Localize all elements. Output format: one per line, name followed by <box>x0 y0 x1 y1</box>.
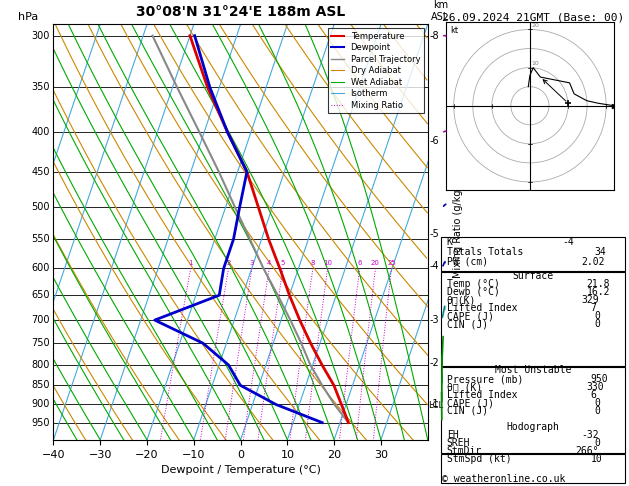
Text: 30°08'N 31°24'E 188m ASL: 30°08'N 31°24'E 188m ASL <box>136 5 345 19</box>
Text: © weatheronline.co.uk: © weatheronline.co.uk <box>442 473 565 484</box>
Bar <box>441 367 625 453</box>
Text: 10: 10 <box>532 61 540 66</box>
Text: 400: 400 <box>31 127 50 137</box>
Text: SREH: SREH <box>447 437 470 448</box>
Text: Dewp (°C): Dewp (°C) <box>447 287 499 297</box>
Text: 3: 3 <box>250 260 254 266</box>
Text: 0: 0 <box>594 319 600 329</box>
Text: 2: 2 <box>226 260 231 266</box>
Text: Pressure (mb): Pressure (mb) <box>447 374 523 384</box>
Text: -1: -1 <box>430 399 439 410</box>
Text: 16.2: 16.2 <box>587 287 610 297</box>
Text: 1: 1 <box>189 260 193 266</box>
Text: 0: 0 <box>594 398 600 408</box>
Bar <box>441 237 625 271</box>
Text: 5: 5 <box>281 260 285 266</box>
Text: 330: 330 <box>587 382 604 392</box>
Text: 450: 450 <box>31 167 50 177</box>
Text: 550: 550 <box>31 234 50 244</box>
Text: θᴄ(K): θᴄ(K) <box>447 295 476 305</box>
Text: -2: -2 <box>430 358 439 368</box>
Text: CAPE (J): CAPE (J) <box>447 311 494 321</box>
Text: 4: 4 <box>267 260 271 266</box>
Text: Totals Totals: Totals Totals <box>447 247 523 257</box>
Text: kt: kt <box>450 26 458 35</box>
Text: 8: 8 <box>311 260 315 266</box>
Text: PW (cm): PW (cm) <box>447 257 488 267</box>
Text: Lifted Index: Lifted Index <box>447 390 517 400</box>
X-axis label: Dewpoint / Temperature (°C): Dewpoint / Temperature (°C) <box>160 465 321 475</box>
Text: 0: 0 <box>594 406 600 416</box>
Text: 34: 34 <box>594 247 606 257</box>
Text: 10: 10 <box>323 260 332 266</box>
Text: θᴄ (K): θᴄ (K) <box>447 382 482 392</box>
Text: 900: 900 <box>31 399 50 410</box>
Text: 25: 25 <box>387 260 396 266</box>
Text: LCL: LCL <box>428 401 443 410</box>
Text: hPa: hPa <box>18 12 38 22</box>
Text: Temp (°C): Temp (°C) <box>447 279 499 289</box>
Text: Hodograph: Hodograph <box>506 422 560 432</box>
Text: K: K <box>447 237 453 247</box>
Text: 6: 6 <box>591 390 596 400</box>
Text: EH: EH <box>447 430 459 439</box>
Text: Mixing Ratio (g/kg): Mixing Ratio (g/kg) <box>453 186 463 278</box>
Text: 850: 850 <box>31 380 50 390</box>
Bar <box>441 272 625 366</box>
Text: 26.09.2024 21GMT (Base: 00): 26.09.2024 21GMT (Base: 00) <box>442 12 625 22</box>
Text: 20: 20 <box>371 260 380 266</box>
Text: CIN (J): CIN (J) <box>447 319 488 329</box>
Text: 950: 950 <box>31 417 50 428</box>
Text: km
ASL: km ASL <box>431 0 450 22</box>
Text: 750: 750 <box>31 338 50 348</box>
Text: 6: 6 <box>357 260 362 266</box>
Text: Surface: Surface <box>513 271 554 281</box>
Text: -8: -8 <box>430 31 439 41</box>
Bar <box>441 454 625 483</box>
Text: 350: 350 <box>31 83 50 92</box>
Text: -6: -6 <box>430 137 439 146</box>
Text: 21.8: 21.8 <box>587 279 610 289</box>
Text: 266°: 266° <box>576 446 599 456</box>
Text: Most Unstable: Most Unstable <box>495 365 571 375</box>
Text: 500: 500 <box>31 202 50 212</box>
Text: 20: 20 <box>532 22 540 28</box>
Text: 950: 950 <box>591 374 608 384</box>
Text: -32: -32 <box>581 430 599 439</box>
Text: 2.02: 2.02 <box>581 257 604 267</box>
Legend: Temperature, Dewpoint, Parcel Trajectory, Dry Adiabat, Wet Adiabat, Isotherm, Mi: Temperature, Dewpoint, Parcel Trajectory… <box>328 29 423 113</box>
Text: CIN (J): CIN (J) <box>447 406 488 416</box>
Text: 300: 300 <box>31 31 50 41</box>
Text: Lifted Index: Lifted Index <box>447 303 517 313</box>
Text: 0: 0 <box>594 311 600 321</box>
Text: 329: 329 <box>581 295 599 305</box>
Text: StmSpd (kt): StmSpd (kt) <box>447 454 511 464</box>
Text: -4: -4 <box>562 237 574 247</box>
Text: 600: 600 <box>31 263 50 273</box>
Text: 7: 7 <box>591 303 596 313</box>
Text: StmDir: StmDir <box>447 446 482 456</box>
Text: -5: -5 <box>430 228 439 239</box>
Text: CAPE (J): CAPE (J) <box>447 398 494 408</box>
Text: 700: 700 <box>31 315 50 325</box>
Text: -3: -3 <box>430 315 439 325</box>
Text: -4: -4 <box>430 261 439 271</box>
Text: 10: 10 <box>591 454 603 464</box>
Text: 650: 650 <box>31 290 50 300</box>
Text: 0: 0 <box>594 437 600 448</box>
Text: 800: 800 <box>31 360 50 370</box>
